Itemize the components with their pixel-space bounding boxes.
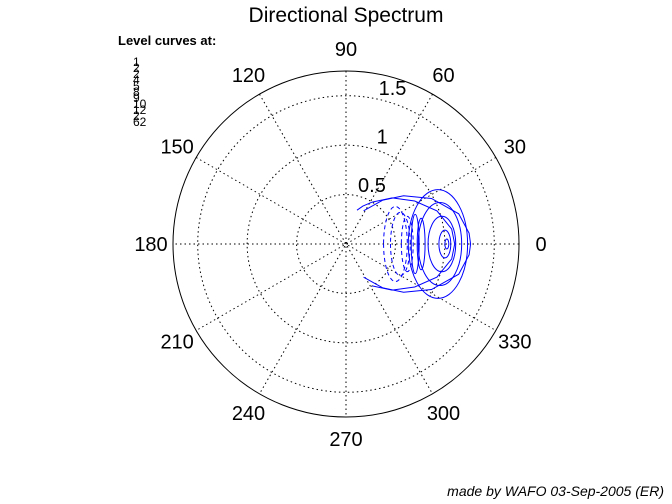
level-value: 12 [133, 103, 147, 117]
angle-tick-label: 210 [160, 332, 193, 354]
contour-line [438, 229, 452, 259]
credit-footer: made by WAFO 03-Sep-2005 (ER) [447, 483, 664, 499]
contour-line [389, 211, 411, 277]
level-value: 8 [133, 85, 140, 99]
level-value: 10 [133, 97, 147, 111]
angle-tick-label: 300 [427, 403, 460, 425]
angle-tick-label: 30 [504, 137, 526, 159]
contour-line [363, 195, 472, 293]
level-value: 2 [133, 109, 140, 123]
contour-line [410, 213, 420, 275]
polar-grid-circle [296, 194, 396, 294]
angle-tick-label: 240 [232, 403, 265, 425]
radial-tick-label: 0.5 [358, 175, 386, 197]
contour-line [407, 188, 469, 300]
radial-tick-label: 1.5 [379, 78, 407, 100]
contour-line [444, 238, 450, 250]
angle-tick-label: 120 [232, 65, 265, 87]
chart-title: Directional Spectrum [249, 4, 444, 27]
angle-tick-label: 150 [160, 137, 193, 159]
level-value: 1 [133, 55, 140, 69]
angle-tick-label: 180 [134, 234, 167, 256]
contour-line [416, 217, 426, 271]
contour-line [400, 215, 414, 273]
level-value: 5 [133, 79, 140, 93]
radial-tick-label: 1 [377, 126, 388, 148]
angle-tick-label: 270 [329, 429, 362, 451]
level-value: 4 [133, 73, 140, 87]
contour-line [356, 197, 456, 291]
contour-line [427, 215, 457, 273]
contour-line [383, 205, 408, 283]
contour-lines [356, 188, 472, 300]
polar-grid-circle [197, 95, 495, 393]
level-curves-header: Level curves at: [118, 33, 216, 48]
angle-tick-label: 0 [535, 234, 546, 256]
radial-tick-labels: 0.5 1 1.5 [358, 78, 406, 197]
angle-tick-label: 330 [498, 332, 531, 354]
level-value: 62 [133, 115, 147, 129]
level-value: 9 [133, 91, 140, 105]
level-value: 2 [133, 67, 140, 81]
polar-grid-spoke [259, 93, 433, 395]
contour-line [417, 201, 463, 287]
angle-tick-label: 90 [335, 39, 357, 61]
level-value: 2 [133, 61, 140, 75]
polar-grid [172, 70, 520, 418]
polar-grid-spoke [195, 157, 497, 331]
polar-grid-spoke [195, 157, 497, 331]
polar-grid-spoke [259, 93, 433, 395]
angle-tick-label: 60 [432, 65, 454, 87]
